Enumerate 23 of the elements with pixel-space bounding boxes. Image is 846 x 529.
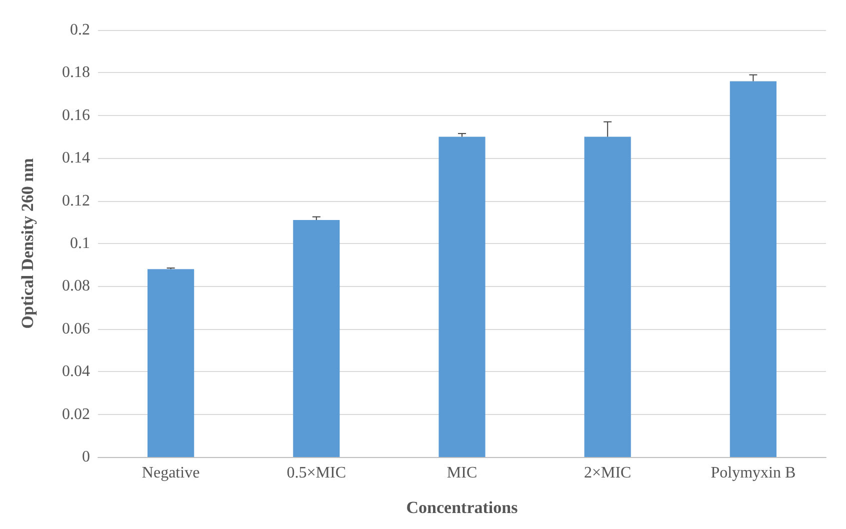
y-tick-label: 0.04 <box>62 363 90 380</box>
bar <box>584 136 631 457</box>
x-tick-label: MIC <box>446 464 478 482</box>
y-tick-label: 0.02 <box>62 406 90 423</box>
x-tick-label: Negative <box>142 464 200 482</box>
y-tick-label: 0.08 <box>62 278 90 295</box>
x-tick-label: 2×MIC <box>584 464 632 482</box>
y-tick-label: 0.18 <box>62 64 90 82</box>
bar <box>293 220 340 457</box>
x-tick-label: 0.5×MIC <box>286 464 346 482</box>
bar <box>438 136 486 457</box>
bar <box>730 81 776 457</box>
bar <box>148 269 194 457</box>
y-tick-label: 0.1 <box>70 235 90 252</box>
y-tick-label: 0.2 <box>70 22 90 38</box>
y-axis-title: Optical Density 260 nm <box>18 158 37 329</box>
y-tick-label: 0.14 <box>62 150 90 167</box>
y-tick-label: 0.12 <box>62 192 90 210</box>
y-tick-label: 0.06 <box>62 320 90 338</box>
y-tick-label: 0 <box>82 448 90 466</box>
x-tick-label: Polymyxin B <box>710 464 796 482</box>
y-tick-label: 0.16 <box>62 106 90 124</box>
x-axis-title: Concentrations <box>406 498 518 517</box>
